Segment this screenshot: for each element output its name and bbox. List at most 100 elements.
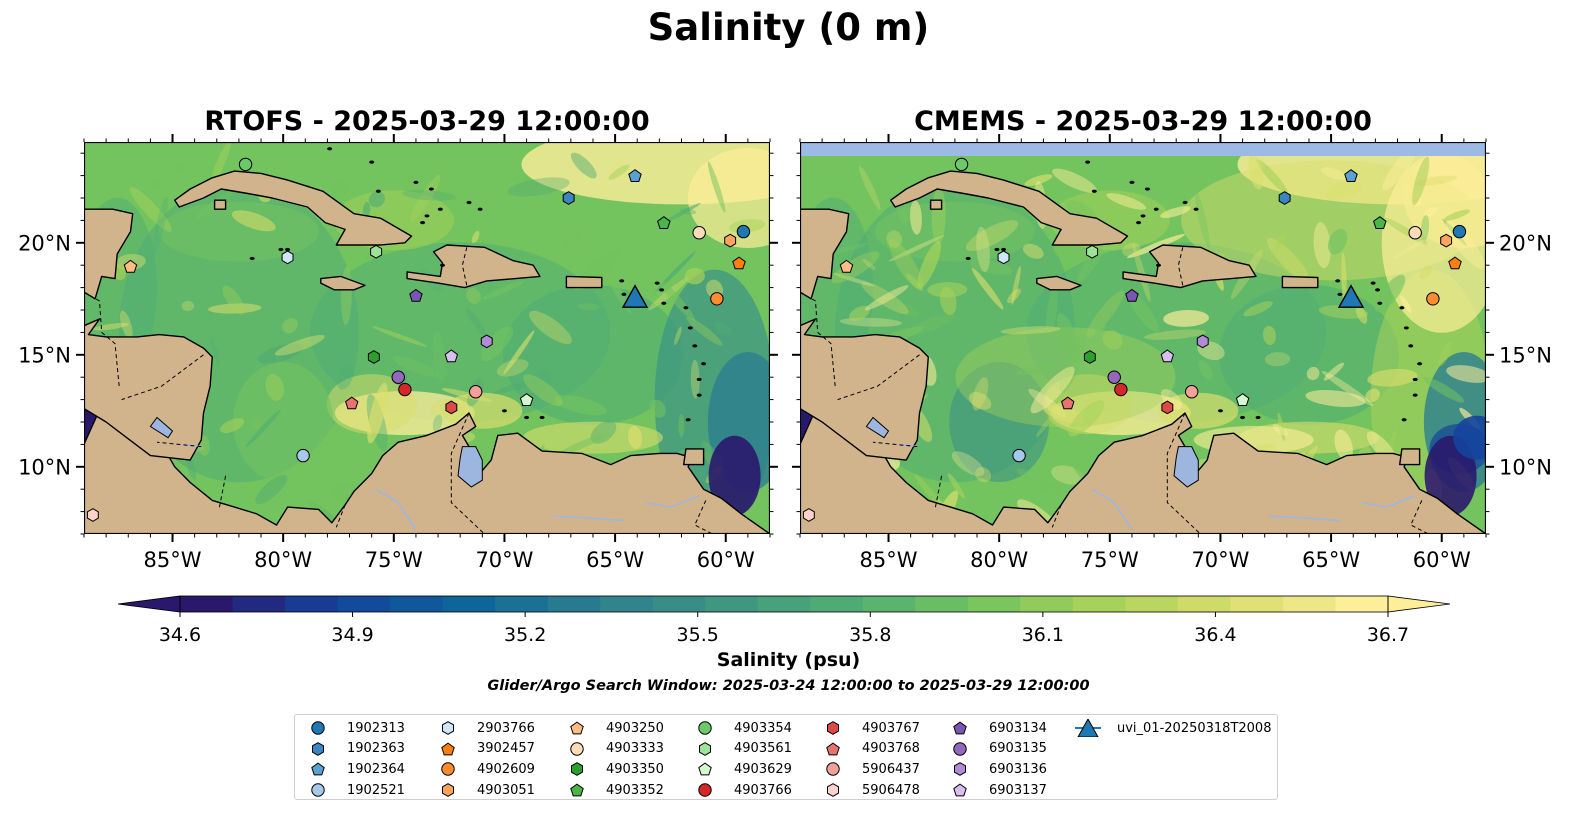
legend-column: 1902313 1902363 1902364 1902521 (305, 718, 405, 800)
colorbar-segment (915, 596, 969, 612)
legend-entry: 1902521 (305, 780, 405, 801)
colorbar-segment (442, 596, 496, 612)
lat-tick-label: 10°N (18, 455, 71, 479)
legend-marker (311, 783, 325, 797)
marker-6903134 (1125, 288, 1139, 302)
colorbar-segment (337, 596, 391, 612)
cmems-salinity-map (800, 142, 1486, 534)
search-window-text: Glider/Argo Search Window: 2025-03-24 12… (487, 678, 1090, 694)
pentagon-marker-icon (698, 762, 712, 776)
legend-label: 4903561 (734, 741, 792, 757)
country-border (84, 291, 103, 333)
figure-title: Salinity (0 m) (647, 6, 930, 49)
colorbar-tick-label: 35.2 (504, 624, 546, 646)
river (553, 515, 624, 522)
land-trinidad (683, 448, 705, 466)
pentagon-marker-icon (441, 742, 455, 756)
marker-4903354 (954, 157, 969, 172)
marker-6903137 (1160, 349, 1175, 363)
circle-marker-icon (311, 783, 325, 797)
colorbar-label: Salinity (psu) (716, 649, 861, 671)
legend-label: 6903135 (989, 741, 1047, 757)
marker-1902363 (562, 191, 575, 205)
map-axes: 85°W 80°W 75°W 70°W 65°W 60°W 20°N 15°N 10°N 85°W… (18, 134, 1552, 572)
legend-column: uvi_01-20250318T2008 (1075, 718, 1271, 739)
legend-label: 4903354 (734, 720, 792, 736)
legend-label: 4903766 (734, 782, 792, 798)
marker-uvi_01-20250318T2008 (1337, 284, 1365, 308)
lon-tick-label: 75°W (365, 548, 423, 572)
land-jamaica (320, 275, 366, 291)
colorbar-segment (285, 596, 339, 612)
legend-entry: 4903250 (564, 718, 664, 739)
lon-tick-label: 75°W (1081, 548, 1139, 572)
legend-label: 4903250 (606, 720, 664, 736)
legend-entry: 4903350 (564, 759, 664, 780)
colorbar-tick-label: 34.9 (331, 624, 373, 646)
country-border (121, 354, 204, 401)
legend-marker (441, 742, 455, 756)
lon-tick-label: 60°W (1413, 548, 1471, 572)
lon-tick-label: 80°W (970, 548, 1028, 572)
legend-marker (954, 762, 966, 777)
marker-6903137 (444, 349, 459, 363)
legend-label: 2903766 (477, 720, 535, 736)
legend-marker (570, 721, 584, 735)
marker-1902364 (628, 169, 642, 182)
hexagon-marker-icon (954, 762, 966, 777)
legend-entry: 4903333 (564, 739, 664, 760)
colorbar-segment (1282, 596, 1337, 612)
country-border (837, 354, 920, 401)
marker-2903766 (281, 250, 294, 265)
marker-4903768 (345, 396, 359, 410)
pentagon-marker-icon (953, 721, 967, 735)
land-puertoRico (1281, 275, 1319, 289)
legend-label: 1902363 (347, 741, 405, 757)
land-puertoRico (565, 275, 603, 289)
land-isle (213, 199, 227, 210)
legend-entry: 1902313 (305, 718, 405, 739)
legend-entry: 4903767 (820, 718, 920, 739)
country-border (218, 475, 227, 510)
marker-4903250 (839, 259, 854, 273)
lat-tick-label: 20°N (1499, 231, 1552, 255)
marker-4903767 (1161, 400, 1174, 415)
pentagon-marker-icon (311, 762, 325, 776)
legend-column: 2903766 3902457 4902609 4903051 (435, 718, 535, 800)
legend-label: 4903352 (606, 782, 664, 798)
colorbar-segment (705, 596, 759, 612)
lon-tick-label: 60°W (697, 548, 755, 572)
legend-label: 4903768 (862, 741, 920, 757)
legend-marker (442, 783, 454, 797)
land-trinidad (1399, 448, 1421, 466)
land-yucatan (800, 208, 850, 300)
land-yucatan (84, 208, 134, 300)
marker-1902364 (1344, 169, 1358, 182)
small-islands (249, 147, 707, 422)
marker-3902457 (732, 256, 746, 270)
legend-label: 1902521 (347, 782, 405, 798)
small-islands (965, 147, 1423, 422)
lon-tick-label: 70°W (1191, 548, 1249, 572)
marker-6903136 (480, 334, 493, 349)
colorbar-segment (180, 596, 234, 612)
marker-4903766 (398, 382, 412, 397)
country-border (817, 332, 836, 389)
legend-marker (311, 762, 325, 776)
marker-5906437 (468, 385, 483, 399)
colorbar-segment (652, 596, 706, 612)
legend-column: 4903354 4903561 4903629 4903766 (692, 718, 792, 800)
marker-4903767 (445, 400, 458, 415)
colorbar-segment (862, 596, 916, 612)
legend-marker (312, 742, 324, 756)
colorbar-tick-label: 36.4 (1194, 624, 1236, 646)
hexagon-marker-icon (827, 721, 839, 736)
marker-4903250 (123, 259, 138, 273)
legend-column: 4903250 4903333 4903350 4903352 (564, 718, 664, 800)
marker-4903629 (1235, 393, 1250, 406)
legend-marker (953, 742, 967, 756)
marker-2903766 (997, 250, 1010, 265)
marker-4903768 (1061, 396, 1075, 410)
marker-4903333 (1408, 226, 1422, 240)
colorbar-segment (757, 596, 811, 612)
